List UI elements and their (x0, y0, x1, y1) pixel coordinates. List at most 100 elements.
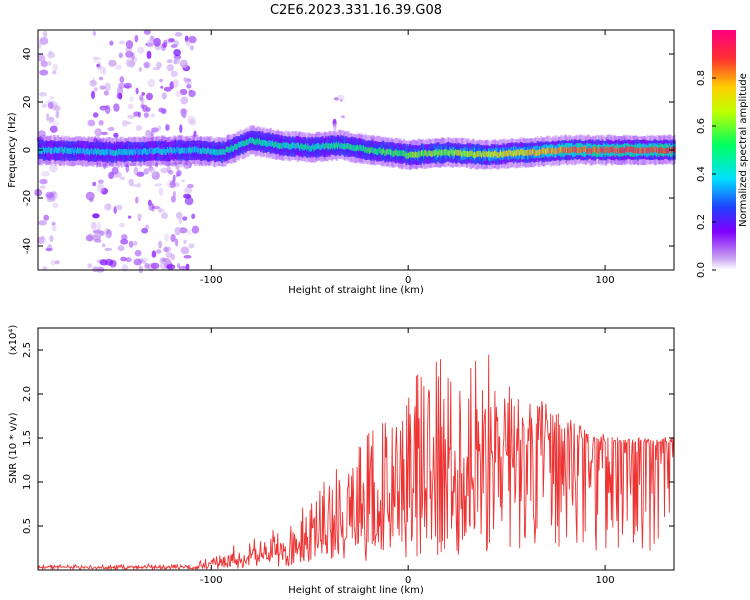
noise-blob (42, 266, 48, 270)
ridge-cell (499, 150, 503, 156)
ridge-cell (548, 148, 551, 154)
ridge-cell (176, 146, 179, 153)
ridge-cell (91, 147, 94, 154)
ridge-cell (250, 137, 253, 144)
noise-blob (158, 187, 164, 196)
ridge-cell (153, 148, 156, 154)
ridge-cell (523, 150, 526, 156)
ridge-cell (556, 148, 559, 155)
noise-blob (186, 183, 194, 189)
noise-blob (166, 179, 174, 189)
noise-blob (180, 108, 188, 115)
ridge-cell (120, 148, 123, 155)
ridge-cell (427, 150, 431, 156)
ridge-cell (348, 143, 351, 150)
ridge-cell (557, 147, 560, 154)
ridge-cell (360, 145, 363, 151)
noise-blob (39, 185, 46, 189)
noise-blob (178, 265, 188, 271)
ridge-cell (426, 151, 429, 158)
noise-blob (93, 239, 102, 243)
ridge-cell (631, 146, 634, 153)
ridge-cell (370, 147, 373, 154)
ridge-cell (318, 142, 321, 149)
ridge-cell (509, 149, 512, 156)
ridge-cell (222, 148, 225, 155)
ridge-cell (306, 144, 309, 151)
noise-blob (118, 82, 126, 89)
ridge-cell (592, 146, 595, 153)
ridge-cell (257, 139, 260, 146)
ridge-cell (567, 147, 570, 154)
noise-blob (96, 183, 105, 193)
ridge-cell (553, 148, 556, 155)
ridge-cell (355, 145, 358, 152)
ridge-cell (283, 142, 286, 149)
ridge-cell (406, 152, 409, 159)
ridge-cell (585, 146, 588, 152)
ridge-cell (373, 148, 376, 155)
ridge-cell (653, 146, 656, 152)
ridge-cell (593, 146, 596, 153)
ridge-cell (316, 143, 319, 149)
ridge-cell (387, 149, 390, 155)
ridge-cell (196, 146, 199, 153)
ridge-cell (489, 151, 492, 158)
ridge-cell (232, 145, 236, 152)
ridge-cell (338, 141, 341, 148)
ridge-cell (210, 148, 213, 154)
ridge-cell (132, 149, 135, 156)
noise-blob (39, 178, 48, 185)
ridge-cell (508, 150, 511, 156)
ridge-cell (431, 151, 434, 158)
ridge-cell (575, 147, 578, 154)
noise-blob (125, 164, 130, 173)
ridge-cell (521, 148, 524, 155)
ridge-cell (184, 147, 187, 153)
noise-blob (143, 112, 149, 118)
ridge-cell (563, 146, 566, 153)
noise-blob (51, 225, 57, 232)
ridge-cell (473, 152, 477, 158)
noise-blob (175, 91, 183, 97)
noise-blob (187, 115, 195, 124)
ridge-cell (541, 148, 544, 155)
noise-blob (163, 246, 172, 252)
ridge-cell (280, 143, 283, 149)
noise-blob (135, 87, 139, 95)
ridge-cell (235, 143, 238, 150)
noise-blob (160, 262, 168, 270)
ridge-cell (188, 147, 191, 154)
ridge-cell (634, 147, 637, 154)
ridge-cell (622, 147, 625, 154)
ridge-cell (481, 152, 484, 159)
noise-blob (148, 202, 154, 211)
ridge-cell (332, 143, 335, 150)
noise-blob (146, 39, 154, 48)
ridge-cell (157, 147, 160, 153)
noise-blob (118, 40, 125, 45)
ridge-cell (203, 148, 206, 154)
ridge-cell (640, 148, 643, 154)
ridge-cell (99, 149, 102, 156)
ridge-cell (266, 141, 269, 147)
ridge-cell (177, 147, 180, 153)
ridge-cell (357, 144, 360, 151)
ridge-cell (77, 147, 80, 154)
noise-blob (137, 218, 141, 221)
noise-blob (146, 50, 152, 60)
x-tick-label: 0 (405, 275, 411, 286)
noise-blob (92, 213, 100, 219)
y-tick-label: -20 (22, 190, 33, 206)
ridge-cell (58, 147, 61, 154)
ridge-cell (79, 147, 82, 154)
ridge-cell (663, 147, 666, 154)
noise-blob (115, 204, 123, 211)
ridge-cell (325, 142, 328, 149)
ridge-cell (139, 148, 142, 155)
ridge-cell (329, 143, 332, 150)
ridge-cell (93, 149, 96, 155)
noise-blob (127, 103, 134, 110)
noise-blob (154, 183, 163, 187)
